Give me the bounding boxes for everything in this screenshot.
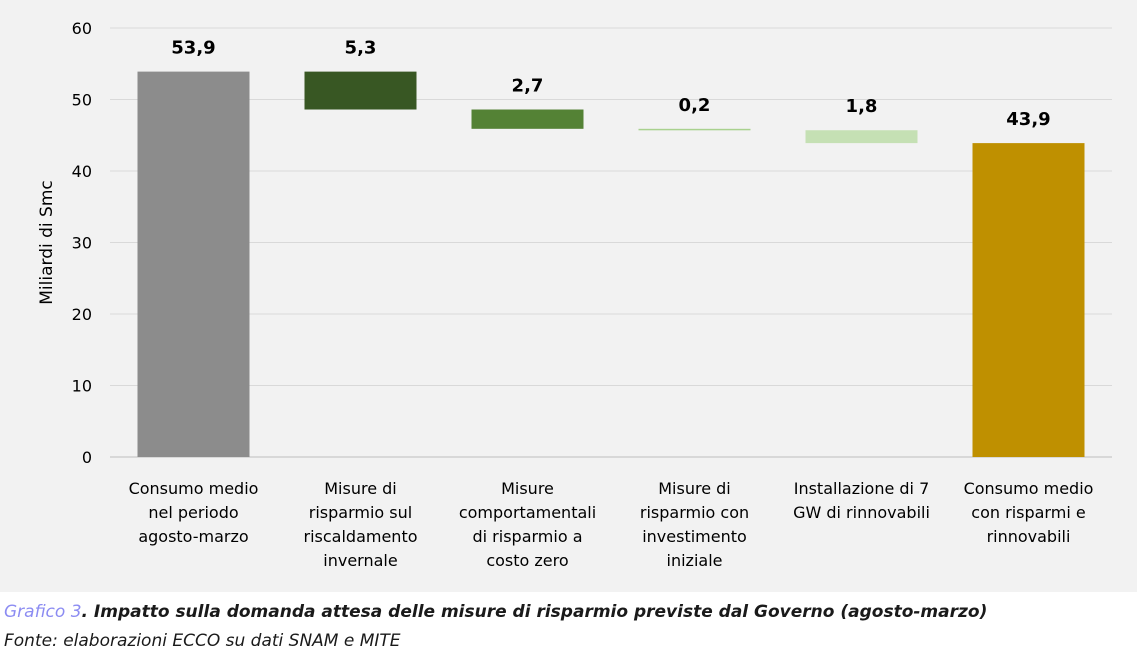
waterfall-chart: 0 10 20 30 40 50 60 Miliardi di Smc 53,9 Consumo …: [37, 19, 1112, 570]
x-category-label-1: Consumo medio nel periodo agosto-marzo: [129, 479, 259, 546]
caption-title: . Impatto sulla domanda attesa delle mis…: [81, 602, 988, 622]
caption-figure-number: Grafico 3: [4, 602, 82, 622]
bar-2: [304, 71, 417, 110]
x-category-label-line: con risparmi e: [971, 503, 1085, 522]
x-category-label-6: Consumo medio con risparmi e rinnovabili: [964, 479, 1094, 546]
x-category-label-line: Misure di: [658, 479, 730, 498]
x-category-label-line: Misure: [501, 479, 554, 498]
x-category-label-line: invernale: [323, 551, 397, 570]
data-label-1: 53,9: [171, 38, 215, 59]
y-tick-label-20: 20: [72, 305, 92, 324]
data-label-3: 2,7: [512, 76, 544, 97]
bar-3: [471, 109, 584, 129]
data-label-5: 1,8: [846, 96, 878, 117]
chart-panel: 0 10 20 30 40 50 60 Miliardi di Smc 53,9 Consumo …: [0, 0, 1137, 592]
x-category-label-line: GW di rinnovabili: [793, 503, 930, 522]
x-category-label-line: Consumo medio: [129, 479, 259, 498]
bar-6: [972, 143, 1085, 458]
x-category-label-5: Installazione di 7 GW di rinnovabili: [793, 479, 930, 522]
x-category-label-2: Misure di risparmio sul riscaldamento inver…: [304, 479, 418, 570]
x-category-label-line: comportamentali: [459, 503, 596, 522]
x-category-label-line: riscaldamento: [304, 527, 418, 546]
x-category-label-4: Misure di risparmio con investimento inizia…: [640, 479, 749, 570]
x-category-label-line: di risparmio a: [472, 527, 582, 546]
y-tick-label-30: 30: [72, 234, 92, 253]
x-category-label-line: costo zero: [486, 551, 568, 570]
y-tick-label-40: 40: [72, 162, 92, 181]
x-category-label-3: Misure comportamentali di risparmio a costo…: [459, 479, 596, 570]
x-category-label-line: investimento: [642, 527, 747, 546]
bar-4: [638, 128, 751, 131]
y-tick-label-10: 10: [72, 377, 92, 396]
figure-caption: Grafico 3. Impatto sulla domanda attesa …: [4, 598, 1134, 656]
x-category-label-line: risparmio con: [640, 503, 749, 522]
y-tick-label-60: 60: [72, 19, 92, 38]
x-category-label-line: Consumo medio: [964, 479, 1094, 498]
x-category-label-line: risparmio sul: [309, 503, 412, 522]
y-tick-label-0: 0: [82, 448, 92, 467]
data-label-4: 0,2: [679, 95, 711, 116]
data-label-6: 43,9: [1006, 109, 1050, 130]
bar-5: [805, 130, 918, 144]
x-category-label-line: nel periodo: [148, 503, 238, 522]
x-category-label-line: agosto-marzo: [138, 527, 248, 546]
data-label-2: 5,3: [345, 38, 377, 59]
bar-1: [137, 71, 250, 458]
caption-source: Fonte: elaborazioni ECCO su dati SNAM e …: [4, 631, 401, 651]
x-category-label-line: iniziale: [667, 551, 723, 570]
x-category-label-line: Installazione di 7: [794, 479, 930, 498]
y-axis-title: Miliardi di Smc: [37, 180, 57, 304]
x-category-label-line: Misure di: [324, 479, 396, 498]
x-category-label-line: rinnovabili: [987, 527, 1071, 546]
y-tick-label-50: 50: [72, 91, 92, 110]
